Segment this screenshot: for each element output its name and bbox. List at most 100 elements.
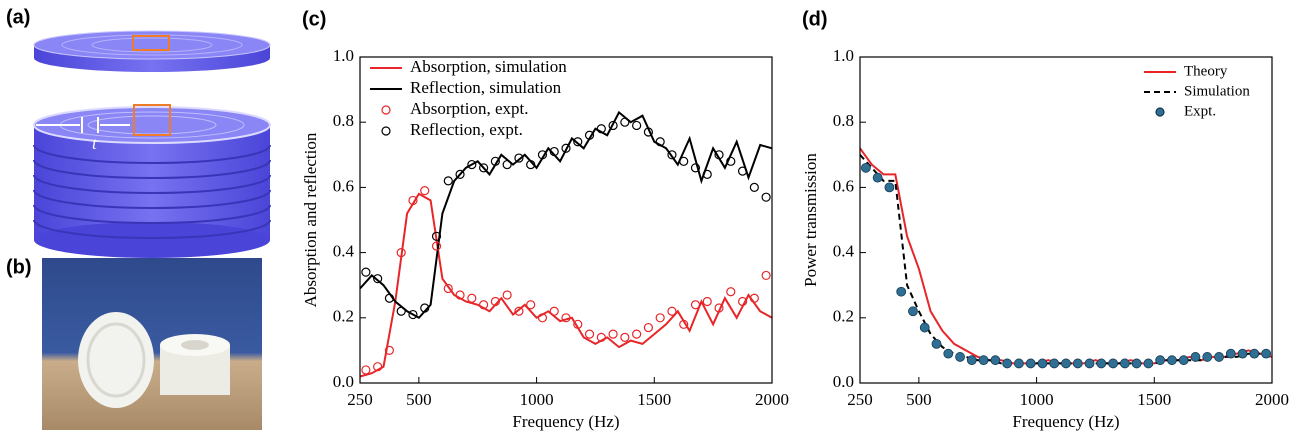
data-point — [420, 186, 430, 196]
legend-label: Theory — [1184, 63, 1228, 79]
data-point — [726, 287, 736, 297]
data-point — [1119, 358, 1130, 369]
data-point — [1225, 348, 1236, 359]
x-tick-label: 250 — [847, 390, 873, 409]
legend-label: Reflection, simulation — [410, 78, 562, 97]
data-point — [884, 182, 895, 193]
data-point — [573, 137, 583, 147]
data-point — [373, 362, 383, 372]
data-point — [643, 127, 654, 137]
data-point — [1072, 358, 1083, 369]
y-tick-label: 1.0 — [333, 46, 354, 65]
data-point — [919, 322, 930, 333]
data-point — [690, 300, 701, 310]
data-point — [573, 319, 583, 329]
data-point — [514, 306, 524, 316]
data-point — [490, 156, 500, 166]
data-point — [1237, 348, 1248, 359]
y-tick-label: 0.2 — [833, 307, 854, 326]
data-point — [643, 322, 654, 333]
x-tick-label: 1500 — [1137, 390, 1171, 409]
data-point — [549, 306, 559, 316]
data-point — [714, 150, 724, 160]
y-tick-label: 0.8 — [333, 111, 354, 130]
y-tick-label: 0.0 — [333, 372, 354, 391]
series-line — [859, 154, 1273, 365]
data-point — [655, 137, 665, 147]
data-point — [749, 293, 759, 303]
data-point — [761, 192, 771, 202]
series-line — [359, 110, 773, 320]
data-point — [361, 365, 371, 375]
data-point — [479, 163, 489, 173]
data-point — [1084, 358, 1095, 369]
data-point — [361, 267, 371, 277]
y-axis-title: Power transmission — [801, 153, 820, 287]
y-tick-label: 0.2 — [333, 307, 354, 326]
legend-label: Simulation — [1184, 83, 1250, 99]
x-axis-title: Frequency (Hz) — [1012, 412, 1119, 431]
legend-label: Absorption, simulation — [410, 57, 567, 76]
data-point — [990, 355, 1001, 366]
data-point — [1167, 355, 1177, 366]
metamaterial-render — [33, 30, 271, 258]
data-point — [537, 313, 548, 323]
legend-label: Expt. — [1184, 103, 1216, 119]
data-point — [1202, 352, 1213, 362]
data-point — [384, 345, 395, 355]
data-point — [1002, 358, 1013, 369]
data-point — [943, 348, 954, 359]
data-point — [655, 313, 665, 323]
data-point — [467, 159, 477, 170]
data-point — [537, 150, 548, 160]
data-point — [978, 355, 989, 366]
data-point — [1261, 348, 1272, 359]
data-point — [608, 120, 618, 131]
data-point — [632, 329, 642, 339]
data-point — [526, 300, 536, 310]
y-tick-label: 1.0 — [833, 46, 854, 65]
data-point — [514, 153, 524, 163]
x-tick-label: 250 — [347, 390, 373, 409]
data-point — [1014, 358, 1024, 369]
data-point — [714, 303, 724, 313]
y-tick-label: 0.6 — [333, 176, 354, 195]
data-point — [384, 293, 395, 303]
data-point — [396, 306, 406, 316]
y-tick-label: 0.8 — [833, 111, 854, 130]
y-tick-label: 0.4 — [333, 242, 355, 261]
panel-label: (b) — [6, 256, 32, 278]
data-point — [431, 241, 442, 251]
data-point — [526, 159, 536, 170]
data-point — [549, 146, 559, 157]
data-point — [1061, 358, 1071, 369]
data-point — [966, 355, 977, 366]
y-axis-title: Absorption and reflection — [301, 132, 320, 307]
data-point — [408, 195, 418, 206]
data-point — [373, 274, 383, 284]
plot-frame — [859, 56, 1273, 384]
data-point — [931, 338, 942, 349]
data-point — [749, 182, 759, 192]
thickness-label: t — [92, 134, 98, 153]
data-point — [502, 290, 512, 300]
data-point — [702, 296, 712, 307]
data-point — [1178, 355, 1189, 366]
panel-label: (a) — [6, 6, 30, 28]
x-tick-label: 1000 — [1020, 390, 1054, 409]
data-point — [467, 293, 477, 303]
data-point — [667, 306, 677, 316]
x-tick-label: 500 — [406, 390, 432, 409]
data-point — [584, 329, 595, 339]
panel-label: (c) — [302, 8, 326, 30]
data-point — [702, 169, 712, 179]
data-point — [737, 166, 748, 176]
legend-label: Reflection, expt. — [410, 120, 523, 139]
data-point — [455, 169, 465, 179]
data-point — [1108, 358, 1118, 369]
data-point — [679, 319, 689, 329]
data-point — [561, 313, 571, 323]
data-point — [690, 163, 701, 173]
data-point — [620, 117, 630, 127]
